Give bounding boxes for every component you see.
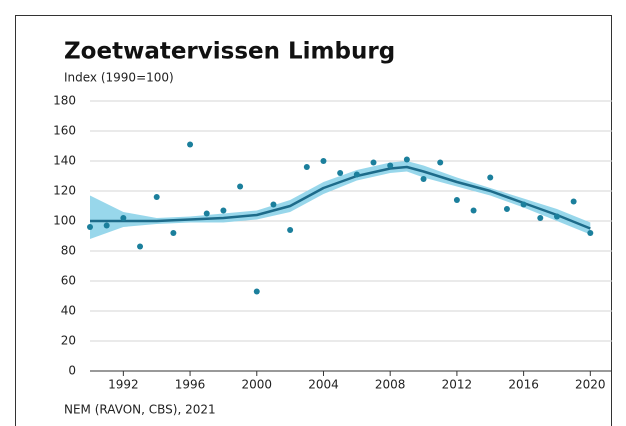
x-tick-label: 2012	[442, 378, 473, 392]
data-point	[237, 183, 244, 190]
data-point	[403, 156, 410, 163]
data-point	[253, 288, 260, 295]
y-tick-label: 160	[53, 124, 76, 138]
y-tick-label: 40	[61, 304, 76, 318]
x-tick-label: 2004	[308, 378, 339, 392]
data-point	[187, 141, 194, 148]
x-tick-label: 1992	[108, 378, 139, 392]
data-point	[103, 222, 110, 229]
data-point	[387, 162, 394, 169]
data-point	[487, 174, 494, 181]
data-point	[420, 176, 427, 182]
x-tick-label: 2008	[375, 378, 406, 392]
data-point	[87, 224, 93, 230]
y-tick-label: 0	[68, 364, 76, 378]
data-point	[320, 158, 327, 164]
data-point	[120, 215, 127, 221]
data-point	[470, 207, 477, 214]
y-tick-label: 80	[61, 244, 76, 258]
x-tick-label: 1996	[175, 378, 206, 392]
data-point	[520, 201, 527, 208]
y-tick-label: 60	[61, 274, 76, 288]
x-tick-label: 2000	[241, 378, 272, 392]
subtitle: Index (1990=100)	[64, 71, 174, 85]
x-tick-label: 2016	[508, 378, 539, 392]
data-point	[220, 207, 227, 214]
data-point	[270, 201, 277, 208]
source: NEM (RAVON, CBS), 2021	[64, 403, 216, 417]
y-tick-label: 120	[53, 184, 76, 198]
data-point	[203, 210, 210, 217]
y-tick-label: 180	[53, 94, 76, 108]
data-point	[370, 159, 377, 166]
x-tick-label: 2020	[575, 378, 606, 392]
data-point	[453, 197, 460, 203]
data-point	[570, 198, 577, 205]
data-point	[537, 215, 544, 221]
data-point	[170, 230, 177, 236]
data-point	[587, 230, 594, 236]
y-tick-label: 20	[61, 334, 76, 348]
data-point	[303, 164, 310, 170]
y-tick-label: 140	[53, 154, 76, 168]
data-point	[337, 170, 344, 176]
data-point	[287, 227, 294, 233]
data-point	[153, 194, 160, 200]
data-point	[353, 171, 360, 178]
chart-title: Zoetwatervissen Limburg	[64, 39, 395, 65]
y-tick-label: 100	[53, 214, 76, 228]
data-point	[137, 243, 144, 250]
data-point	[503, 206, 510, 212]
data-point	[437, 159, 444, 166]
data-point	[553, 213, 560, 220]
